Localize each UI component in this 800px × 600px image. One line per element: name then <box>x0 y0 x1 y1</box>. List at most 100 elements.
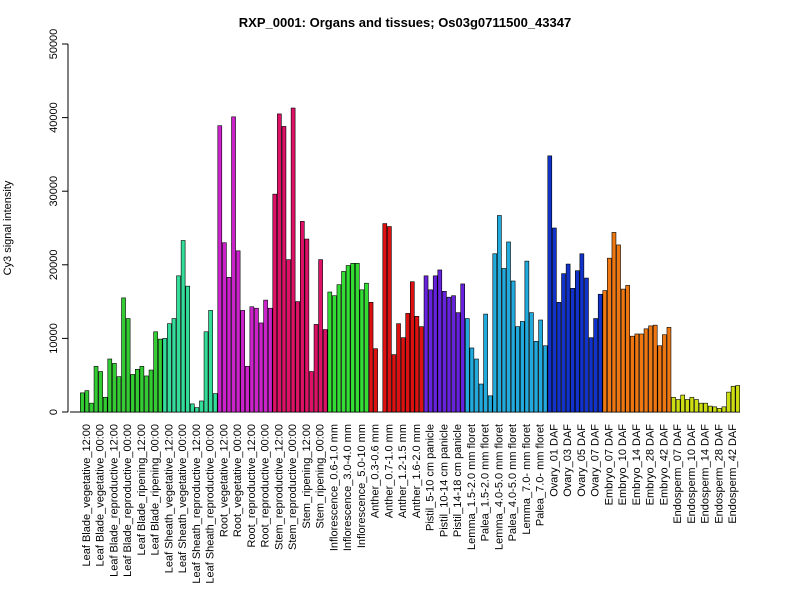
x-tick-label: Stem_ripening_00:00 <box>315 424 327 529</box>
bar <box>446 296 452 413</box>
x-tick-label: Embryo_42 DAF <box>658 424 670 506</box>
y-tick-label: 50000 <box>48 29 60 60</box>
bar <box>336 284 342 413</box>
x-tick-label: Leaf Sheath_vegetative_12:00 <box>163 424 175 573</box>
bar <box>501 268 507 413</box>
x-tick-label: Endosperm_42 DAF <box>727 424 739 524</box>
bar <box>460 283 466 413</box>
bar <box>474 358 479 413</box>
bar <box>542 345 548 413</box>
bar <box>80 392 85 413</box>
bar <box>735 385 740 413</box>
bar <box>299 221 305 413</box>
x-tick-label: Endosperm_14 DAF <box>700 424 712 524</box>
bar <box>162 338 168 413</box>
bar <box>148 369 154 413</box>
bar <box>235 250 241 413</box>
bar <box>382 223 388 413</box>
x-tick-label: Leaf Blade_reproductive_00:00 <box>122 424 134 577</box>
bar <box>492 253 498 413</box>
bar <box>478 383 484 413</box>
bar <box>217 125 223 413</box>
bar <box>318 259 323 413</box>
x-tick-label: Inflorescence_0.6-1.0 mm <box>328 424 340 551</box>
bar <box>194 407 200 413</box>
bar <box>611 232 617 413</box>
bar <box>469 347 475 413</box>
x-tick-label: Palea_1.5-2.0 mm floret <box>480 424 492 541</box>
bar <box>419 326 424 413</box>
bar <box>272 193 278 413</box>
x-tick-label: Inflorescence_3.0-4.0 mm <box>342 424 354 551</box>
bar <box>135 369 140 413</box>
y-axis-label: Cy3 signal intensity <box>2 180 14 275</box>
bar <box>290 107 296 413</box>
bar <box>552 227 557 413</box>
bar <box>607 257 612 413</box>
bar <box>519 321 525 413</box>
bar <box>666 327 672 413</box>
bar <box>671 396 676 413</box>
y-tick-label: 10000 <box>48 323 60 354</box>
bar <box>341 271 346 413</box>
bar <box>231 116 236 413</box>
x-tick-label: Root_reproductive_12:00 <box>246 424 258 548</box>
y-tick-label: 0 <box>48 409 60 415</box>
x-axis-tick-labels: Leaf Blade_vegetative_12:00 Leaf Blade_ve… <box>81 424 739 584</box>
bar <box>680 394 685 413</box>
bar <box>144 375 149 413</box>
bar <box>240 310 246 413</box>
x-tick-label: Lemma_1.5-2.0 mm floret <box>466 424 478 550</box>
bar <box>529 312 534 413</box>
bar <box>657 345 663 413</box>
bar <box>286 259 291 413</box>
bar <box>304 238 310 413</box>
bar <box>84 390 90 413</box>
bar <box>400 337 406 413</box>
bar <box>208 310 213 413</box>
bar <box>176 275 181 413</box>
x-tick-label: Lemma_7.0- mm floret <box>521 424 533 535</box>
bar <box>694 399 699 413</box>
bar <box>180 240 186 413</box>
bar <box>556 302 562 413</box>
bar <box>437 269 443 413</box>
bar <box>574 270 580 413</box>
bar <box>497 215 502 413</box>
bar <box>226 277 232 413</box>
bar <box>171 318 177 413</box>
bar <box>359 289 365 413</box>
x-tick-label: Leaf Blade_reproductive_12:00 <box>108 424 120 577</box>
bar <box>721 406 727 413</box>
x-tick-label: Embryo_28 DAF <box>645 424 657 506</box>
x-tick-label: Anther_1.2-1.5 mm <box>397 424 409 518</box>
bar <box>730 385 736 413</box>
x-tick-label: Embryo_14 DAF <box>631 424 643 506</box>
bar <box>698 402 704 413</box>
bar <box>116 376 122 413</box>
x-tick-label: Leaf Sheath_reproductive_00:00 <box>205 424 217 584</box>
bar <box>524 260 530 413</box>
bar <box>327 291 333 413</box>
bar <box>428 289 433 413</box>
bar <box>689 396 695 413</box>
chart-title: RXP_0001: Organs and tissues; Os03g07115… <box>239 15 571 30</box>
bar <box>432 275 438 413</box>
x-tick-label: Root_vegetative_12:00 <box>218 424 230 537</box>
bar <box>602 290 608 413</box>
bar <box>203 331 209 413</box>
bar <box>584 277 589 413</box>
x-tick-label: Leaf Blade_vegetative_00:00 <box>95 424 107 567</box>
bar <box>277 113 282 413</box>
bar <box>263 299 268 413</box>
bar <box>579 253 585 413</box>
bar <box>648 325 653 413</box>
x-tick-label: Leaf Blade_ripening_12:00 <box>136 424 148 556</box>
bar <box>597 293 603 413</box>
x-tick-label: Lemma_4.0-5.0 mm floret <box>493 424 505 550</box>
bar <box>483 313 488 413</box>
bar <box>254 307 259 413</box>
bar <box>295 301 301 413</box>
bar <box>130 374 136 413</box>
